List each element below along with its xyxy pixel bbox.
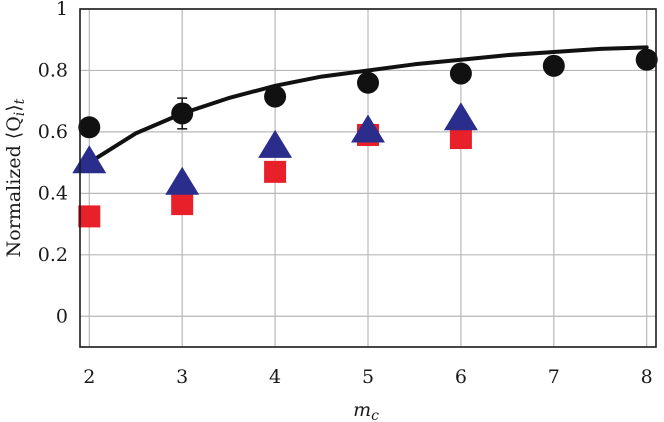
circle-marker	[635, 48, 658, 71]
x-tick-label: 6	[455, 366, 467, 388]
y-tick-label: 1	[56, 0, 68, 20]
y-axis-label-sub-i: i	[12, 112, 28, 116]
square-marker	[171, 193, 194, 216]
grid-layer	[80, 8, 656, 347]
x-tick-label: 4	[269, 366, 281, 388]
x-tick-label: 3	[176, 366, 188, 388]
x-axis-label: mc	[353, 399, 379, 422]
x-tick-label: 2	[83, 366, 95, 388]
y-tick-label: 0	[56, 305, 68, 327]
x-tick-label: 7	[548, 366, 560, 388]
square-marker	[264, 160, 287, 183]
circle-marker	[171, 102, 194, 125]
triangle-marker	[351, 114, 385, 143]
y-axis-label-close: ⟩	[3, 104, 25, 111]
circle-marker	[542, 54, 565, 77]
tick-labels-layer: 2 3 4 5 6 7 8 0 0.2 0.4 0.6 0.8 1	[38, 0, 653, 388]
triangle-marker	[443, 102, 478, 131]
square-marker	[78, 205, 101, 228]
x-axis-label-main: m	[353, 399, 371, 421]
plot-frame	[79, 8, 657, 348]
triangle-marker	[165, 166, 200, 195]
square-marker	[449, 127, 472, 150]
x-tick-label: 5	[362, 366, 374, 388]
y-axis-label: Normalized ⟨Qi⟩t	[3, 98, 28, 257]
circle-marker	[357, 71, 379, 94]
y-axis-label-main: Normalized ⟨Q	[3, 116, 25, 257]
x-axis-label-sub: c	[371, 408, 379, 422]
triangle-marker	[258, 129, 293, 158]
circle-marker	[78, 116, 101, 139]
data-marks-layer	[72, 48, 658, 228]
y-tick-label: 0.8	[38, 59, 68, 81]
y-tick-label: 0.2	[38, 244, 68, 266]
y-axis-label-sub-t: t	[12, 98, 28, 104]
y-tick-label: 0.6	[38, 121, 68, 143]
triangle-marker	[72, 145, 107, 174]
y-tick-label: 0.4	[38, 182, 68, 204]
circle-marker	[449, 62, 472, 85]
circle-marker	[264, 85, 287, 108]
x-tick-label: 8	[641, 366, 653, 388]
